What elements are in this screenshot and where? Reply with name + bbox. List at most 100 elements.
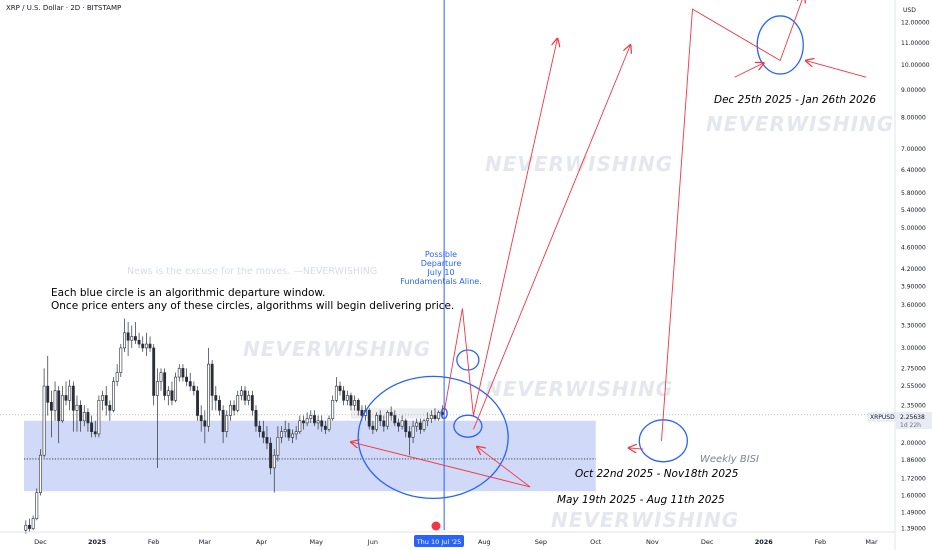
candle-body: [57, 390, 61, 422]
y-tick-label: 10.00000: [901, 62, 930, 69]
window-dec-label: Dec 25th 2025 - Jan 26th 2026: [714, 94, 876, 106]
candle: [418, 418, 422, 434]
candle: [115, 364, 119, 387]
price-countdown: 1d 22h: [900, 422, 921, 429]
candle: [404, 418, 408, 438]
candle-body: [137, 339, 141, 345]
pointer-dec-2-arrow[interactable]: [806, 61, 867, 78]
candle-body: [415, 422, 419, 427]
candle: [97, 395, 101, 438]
candle-body: [338, 385, 342, 392]
projection-long-arrow[interactable]: [661, 0, 805, 441]
candle-body: [196, 390, 199, 416]
candle: [353, 395, 357, 411]
candle: [437, 410, 441, 421]
candle-body: [24, 524, 28, 531]
y-tick-label: 1.39000: [901, 526, 926, 533]
x-tick-label: Feb: [148, 538, 160, 546]
y-tick-label: 6.40000: [901, 167, 926, 174]
candle: [342, 386, 346, 406]
candle: [371, 420, 375, 434]
y-tick-label: 4.20000: [901, 266, 926, 273]
x-tick-label: 2025: [88, 538, 107, 546]
candle: [276, 426, 280, 462]
weekly-bisi-label: Weekly BISI: [700, 454, 759, 465]
candle-body: [170, 390, 174, 401]
candle: [166, 386, 170, 406]
may-aug-window-circle[interactable]: [357, 375, 509, 500]
pointer-dec-1-arrow[interactable]: [734, 63, 764, 78]
candle: [411, 420, 415, 444]
projection-mid-arrow[interactable]: [472, 45, 630, 430]
candle: [35, 488, 39, 521]
candle: [119, 344, 123, 378]
candle: [334, 377, 338, 403]
price-value-tag: [896, 412, 932, 429]
y-tick-label: 11.00000: [901, 40, 930, 47]
watermark-4: NEVERWISHING: [485, 377, 673, 401]
candle: [90, 415, 94, 438]
candle-body: [31, 518, 35, 529]
candle-body: [79, 404, 83, 422]
candle: [400, 415, 404, 430]
watermarks: NEVERWISHING NEVERWISHING NEVERWISHING N…: [243, 112, 893, 532]
currency-label: USD: [903, 7, 916, 14]
candle-body: [75, 404, 79, 411]
candle-body: [349, 395, 353, 406]
candle: [247, 390, 251, 406]
small-circle-top-circle[interactable]: [456, 349, 480, 371]
candle: [258, 420, 262, 438]
candle-body: [214, 395, 218, 401]
projection-peak-arrow[interactable]: [443, 39, 557, 416]
dec-jan-window-circle[interactable]: [756, 15, 804, 75]
watermark-3: NEVERWISHING: [243, 337, 431, 361]
candle-body: [400, 420, 404, 427]
crosshair-date-box: [414, 535, 464, 547]
candle: [429, 410, 433, 423]
candle-body: [360, 410, 364, 416]
candle-body: [207, 363, 210, 427]
candle-body: [97, 400, 101, 435]
candle-body: [426, 418, 430, 422]
pointer-may-aug-1-arrow[interactable]: [351, 442, 531, 488]
candle: [152, 344, 156, 406]
candle: [75, 395, 79, 432]
y-tick-label: 4.60000: [901, 245, 926, 252]
candle: [57, 386, 61, 444]
candle-body: [28, 524, 31, 529]
candle-body: [228, 404, 232, 416]
y-tick-label: 5.80000: [901, 190, 926, 197]
candle: [177, 364, 181, 382]
candle: [327, 415, 331, 432]
candle-body: [375, 415, 378, 430]
pointer-oct-nov-arrow[interactable]: [629, 448, 644, 449]
candle-body: [174, 376, 178, 401]
candle-body: [309, 415, 313, 419]
candle: [68, 379, 72, 411]
y-tick-label: 1.60000: [901, 493, 926, 500]
candle-body: [133, 336, 137, 341]
small-circle-low-circle[interactable]: [453, 414, 483, 438]
small-circle-mid-circle[interactable]: [440, 407, 448, 420]
candle-body: [203, 420, 207, 427]
candle: [316, 415, 320, 430]
candle: [298, 415, 302, 434]
candle-body: [331, 400, 335, 419]
pointer-may-aug-2-arrow[interactable]: [477, 447, 531, 488]
candle: [280, 426, 283, 444]
departure-line-4: Fundamentals Aline.: [400, 277, 482, 286]
candle: [265, 426, 269, 450]
drawings[interactable]: [351, 0, 867, 500]
candle-body: [422, 420, 426, 430]
time-axis[interactable]: Dec 2025 Feb Mar Apr May Jun Aug Sep Oct Nov Dec 202…: [0, 531, 895, 546]
x-tick-label: Aug: [478, 538, 491, 546]
candle: [112, 377, 115, 413]
candle: [349, 392, 353, 411]
candle-body: [155, 381, 159, 396]
price-axis[interactable]: USD 12.00000 11.00000 10.00000 9.00000 8.000…: [894, 0, 930, 550]
candle-body: [258, 425, 262, 432]
symbol-title: XRP / U.S. Dollar · 2D · BITSTAMP: [6, 4, 122, 12]
candle: [426, 412, 430, 427]
candle: [331, 395, 335, 421]
